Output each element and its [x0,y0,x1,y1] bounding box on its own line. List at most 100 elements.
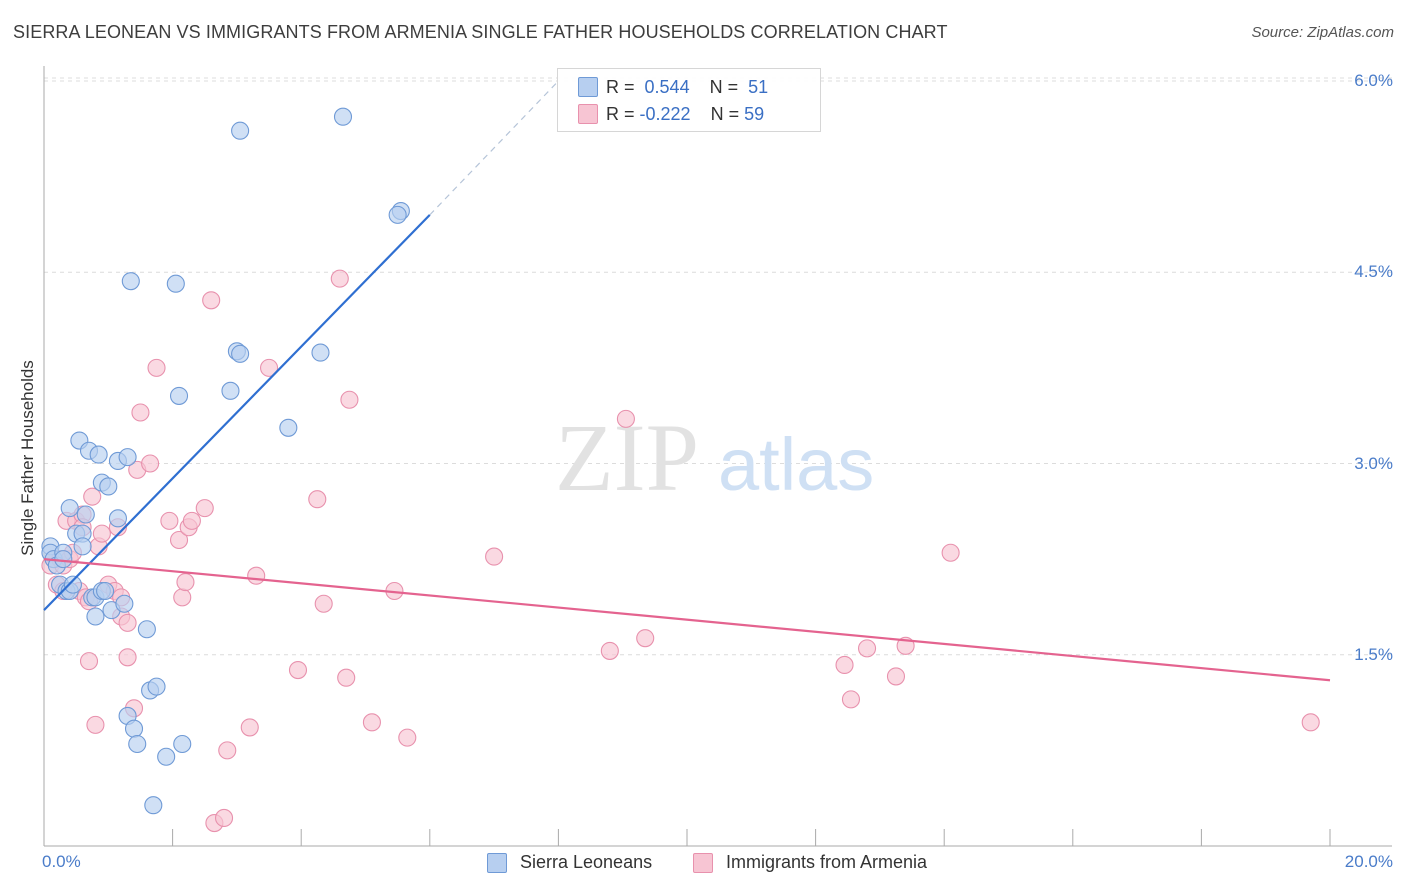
armenia-point [600,641,619,660]
armenia-trendline [43,558,1331,682]
sierra-leonean-trendline-extension [429,80,559,216]
legend-r-value-blue: 0.544 [644,76,690,97]
trend-lines [43,80,1331,682]
armenia-point [118,648,137,667]
sierra-leonean-point [169,386,189,405]
sierra-leonean-point [333,107,353,126]
sierra-leonean-point [118,448,137,467]
sierra-leonean-point [128,734,147,754]
sierra-leonean-point [96,581,115,601]
y-tick-label: 6.0% [1354,71,1393,90]
armenia-point [636,629,655,648]
armenia-point [202,291,221,310]
armenia-point [247,566,266,585]
armenia-point [173,588,192,607]
sierra-leonean-point [173,734,192,754]
source-label: Source: ZipAtlas.com [1251,24,1394,41]
sierra-leonean-point [99,477,118,496]
armenia-point [259,358,279,377]
armenia-point [337,668,356,687]
sierra-leonean-point [137,620,156,639]
sierra-leonean-point [121,272,140,291]
sierra-leonean-point [54,550,73,569]
sierra-leonean-point [388,205,407,224]
legend-n-label-blue: N = [709,76,739,97]
armenia-point [841,690,861,709]
bottom-legend-label-blue: Sierra Leoneans [520,852,653,872]
armenia-point [147,358,166,377]
x-tick-max: 20.0% [1344,852,1393,871]
armenia-point [176,573,195,592]
legend-row-pink: R = -0.222 N = 59 [578,103,765,125]
armenia-point [857,639,877,658]
axes [43,66,1392,847]
armenia-point [214,808,234,828]
sierra-leonean-point [60,499,79,518]
legend-n-label-pink: N = [710,103,740,124]
x-tick-min: 0.0% [42,852,81,871]
sierra-leonean-point [166,274,185,293]
bottom-legend-armenia: Immigrants from Armenia [693,852,927,873]
sierra-leonean-point [221,381,240,400]
armenia-point [314,594,333,613]
armenia-point [182,511,201,530]
sierra-leonean-point [231,344,250,363]
armenia-point [141,454,160,473]
armenia-point [240,718,259,737]
sierra-leonean-point [231,121,250,140]
sierra-leonean-point [108,509,127,528]
sierra-leonean-point [89,445,108,464]
armenia-point [340,390,359,409]
armenia-point [160,511,179,530]
armenia-point [92,524,111,543]
bottom-legend-label-pink: Immigrants from Armenia [726,852,928,872]
armenia-point [362,713,381,732]
armenia-point [308,490,327,509]
sierra-leonean-point [73,537,92,556]
armenia-point [330,269,349,288]
armenia-point [886,667,906,686]
armenia-point [86,715,105,734]
armenia-point [616,409,635,428]
armenia-point [218,741,237,760]
armenia-point [485,547,504,566]
legend-r-label-blue: R = [606,76,635,97]
legend-swatch-blue [578,77,598,97]
legend-r-label-pink: R = [606,103,635,124]
armenia-point [941,543,960,562]
armenia-point [835,655,854,675]
legend-swatch-pink [578,104,598,124]
sierra-leonean-point [311,343,330,362]
sierra-leonean-points [41,107,410,815]
sierra-leonean-point [144,796,163,815]
sierra-leonean-point [76,505,95,524]
armenia-point [1301,713,1320,732]
sierra-leonean-trendline [43,214,431,611]
chart-title: SIERRA LEONEAN VS IMMIGRANTS FROM ARMENI… [13,22,948,42]
sierra-leonean-point [124,719,144,738]
legend-r-value-pink: -0.222 [639,103,691,124]
armenia-point [169,530,189,550]
y-tick-label: 1.5% [1354,644,1393,664]
armenia-point [79,652,99,671]
legend-n-value-blue: 51 [748,76,769,97]
bottom-legend-sierra-leoneans: Sierra Leoneans [487,852,652,873]
armenia-point [83,487,102,506]
gridlines [44,77,1392,656]
correlation-legend: R = 0.544 N = 51 R = -0.222 N = 59 [557,68,821,132]
y-tick-label: 4.5% [1354,262,1393,282]
zipatlas-watermark: ZIP atlas [555,404,874,511]
armenia-point [288,660,308,680]
sierra-leonean-point [157,747,176,766]
y-tick-label: 3.0% [1354,453,1393,473]
armenia-point [195,499,214,518]
bottom-legend-swatch-pink [693,852,713,873]
watermark-atlas: atlas [718,423,874,506]
sierra-leonean-point [86,607,105,626]
legend-n-value-pink: 59 [744,103,765,124]
sierra-leonean-point [115,594,134,613]
legend-row-blue: R = 0.544 N = 51 [578,76,769,98]
armenia-point [118,613,137,632]
bottom-legend-swatch-blue [487,852,507,873]
